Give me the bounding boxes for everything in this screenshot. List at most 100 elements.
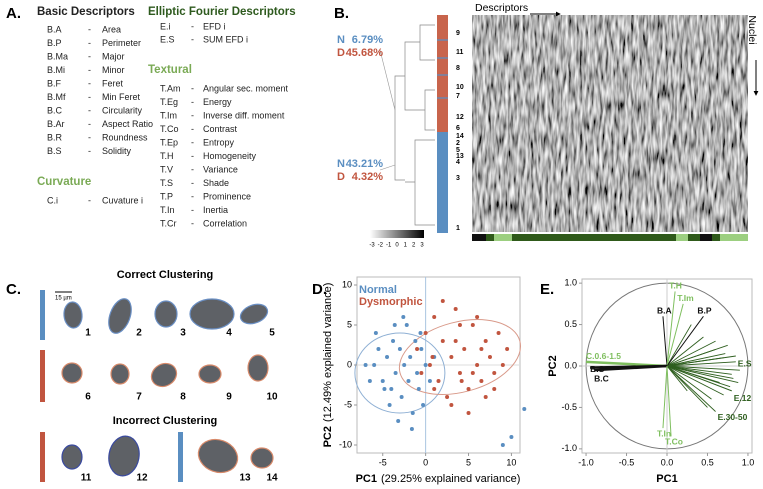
separator: - <box>191 218 194 228</box>
separator: - <box>191 110 194 120</box>
columns-label: Descriptors <box>475 2 528 14</box>
point <box>399 395 404 399</box>
descriptor-code: B.S <box>47 146 62 156</box>
separator: - <box>191 21 194 31</box>
point <box>475 363 480 367</box>
colorbar-tick-label: -1 <box>386 243 392 249</box>
vector-label: B.C <box>594 373 609 383</box>
legend-entry: Dysmorphic <box>359 296 423 308</box>
y-axis-label: PC2 (12.49% explained variance) <box>322 283 334 448</box>
group-title: Basic Descriptors <box>37 6 135 18</box>
descriptor-name: Solidity <box>102 146 132 156</box>
descriptor-code: C.i <box>47 195 58 205</box>
nucleus-id: 1 <box>85 328 91 339</box>
point <box>430 355 435 359</box>
cluster-id: 3 <box>456 175 460 182</box>
class-bar <box>40 350 45 402</box>
vector-label: E.30-50 <box>718 412 748 422</box>
loading-vector <box>666 365 712 400</box>
descriptor-code: T.Co <box>160 124 179 134</box>
descriptor-code: T.H <box>160 151 174 161</box>
descriptor-name: Minor <box>102 65 125 75</box>
point <box>401 315 406 319</box>
section-title: Correct Clustering <box>117 269 214 281</box>
point <box>500 363 505 367</box>
section-title: Incorrect Clustering <box>113 415 218 427</box>
class-bar <box>437 132 448 233</box>
point <box>396 419 401 423</box>
strip-segment <box>700 234 712 241</box>
class-bar <box>178 432 183 482</box>
y-tick-label: -0.5 <box>561 402 577 412</box>
strip-segment <box>676 234 688 241</box>
point <box>440 299 445 303</box>
nucleus-id: 8 <box>180 392 186 403</box>
point <box>496 331 501 335</box>
point <box>492 387 497 391</box>
x-tick-label: -0.5 <box>619 457 635 467</box>
point <box>483 395 488 399</box>
separator: - <box>191 191 194 201</box>
cluster-id: 11 <box>456 49 464 56</box>
point <box>475 315 480 319</box>
separator: - <box>88 132 91 142</box>
loading-vector <box>666 365 739 384</box>
descriptor-name: Circularity <box>102 105 143 115</box>
x-axis-label: PC1 (29.25% explained variance) <box>356 473 521 485</box>
point <box>363 363 368 367</box>
strip-segment <box>494 234 512 241</box>
y-axis-label: PC2 <box>547 355 559 376</box>
vector-label: B.P <box>697 306 712 316</box>
point <box>392 323 397 327</box>
legend-entry: Normal <box>359 284 397 296</box>
confidence-ellipse <box>354 332 446 414</box>
loading-vector <box>666 324 692 367</box>
loading-vector <box>666 315 704 367</box>
descriptor-code: B.F <box>47 78 62 88</box>
loading-vector <box>666 344 728 367</box>
scale-label: 15 µm <box>55 296 72 302</box>
descriptor-name: Area <box>102 24 121 34</box>
nucleus <box>189 298 235 330</box>
loading-vector <box>666 365 724 396</box>
loading-vector <box>666 365 672 437</box>
separator: - <box>88 24 91 34</box>
descriptor-code: E.S <box>160 34 175 44</box>
descriptor-code: E.i <box>160 21 171 31</box>
point <box>413 339 418 343</box>
separator: - <box>191 124 194 134</box>
vector-label: T.In <box>657 428 671 438</box>
point <box>479 379 484 383</box>
y-tick-label: -5 <box>344 399 352 409</box>
loading-vector <box>666 365 688 392</box>
point <box>380 379 385 383</box>
descriptor-name: Contrast <box>203 124 238 134</box>
descriptor-name: Perimeter <box>102 38 141 48</box>
descriptor-code: T.S <box>160 178 173 188</box>
cluster-share: 43.21% <box>346 158 384 170</box>
separator: - <box>191 178 194 188</box>
point <box>466 411 471 415</box>
cluster-share: 6.79% <box>352 34 383 46</box>
vector-label: T.H <box>669 281 682 291</box>
descriptor-name: Cuvature i <box>102 195 143 205</box>
cluster-id: 7 <box>456 93 460 100</box>
descriptor-strip <box>472 234 748 241</box>
nucleus-id: 9 <box>226 392 232 403</box>
descriptor-name: Shade <box>203 178 229 188</box>
separator: - <box>191 83 194 93</box>
point <box>436 379 441 383</box>
point <box>509 435 514 439</box>
point <box>470 323 475 327</box>
group-title: Curvature <box>37 176 91 188</box>
loading-vector <box>666 336 704 367</box>
cluster-id: 1 <box>456 225 460 232</box>
cluster-id: 4 <box>456 159 460 166</box>
nucleus-id: 5 <box>269 328 275 339</box>
y-tick-label: 10 <box>342 279 352 289</box>
nucleus-id: 3 <box>180 328 186 339</box>
nucleus <box>239 303 269 325</box>
loading-vector <box>666 365 732 392</box>
cluster-id: 12 <box>456 114 464 121</box>
